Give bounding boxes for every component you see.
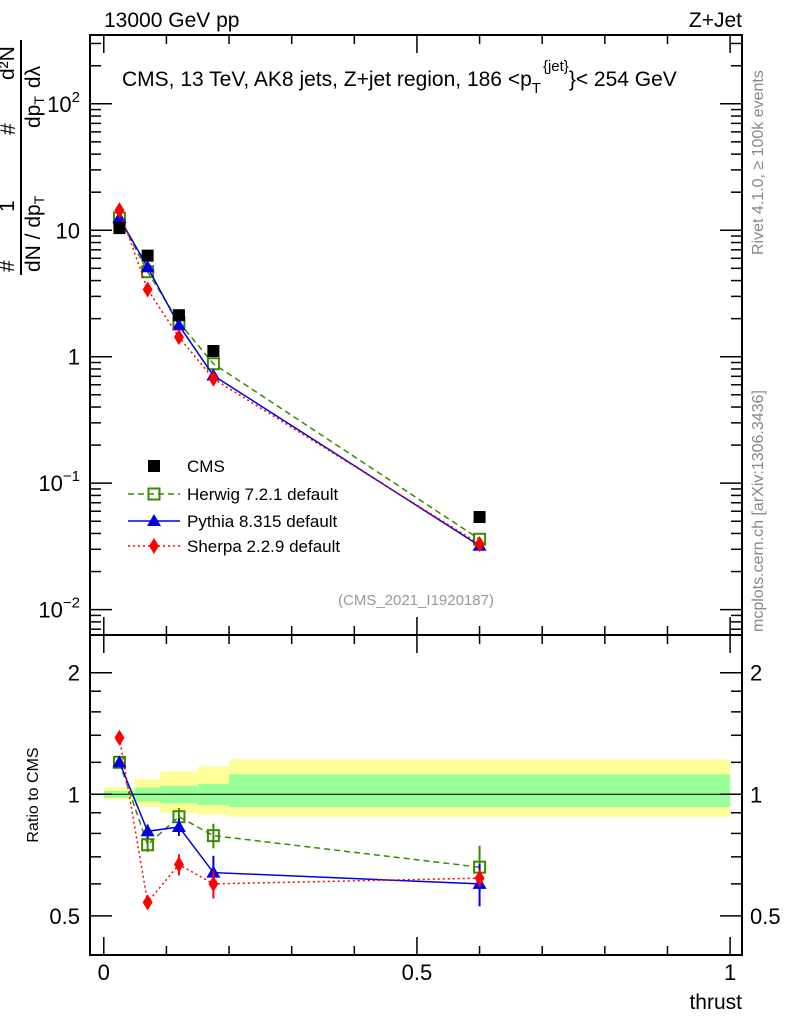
- y-tick-label: 102: [47, 89, 80, 117]
- legend-label-cms: CMS: [187, 457, 225, 476]
- analysis-id: (CMS_2021_I1920187): [338, 592, 494, 609]
- x-tick-label: 0: [98, 960, 110, 985]
- legend-herwig-marker: [147, 487, 161, 501]
- pythia-ratio-marker: [171, 819, 186, 832]
- side-text-top: Rivet 4.1.0, ≥ 100k events: [750, 70, 767, 255]
- legend: CMS Herwig 7.2.1 default Pythia 8.315 defa…: [128, 457, 340, 556]
- sherpa-marker: [114, 202, 125, 219]
- y-label-inner-denominator: dpTdλ: [22, 65, 47, 128]
- cms-marker: [473, 511, 486, 524]
- herwig-ratio-marker: [141, 838, 155, 852]
- y-axis-label: # 1 dN / dpT # d²N dpTdλ: [0, 40, 47, 275]
- y-label-denominator: dN / dpT: [22, 195, 47, 272]
- sherpa-marker: [474, 536, 485, 553]
- sherpa-ratio-marker: [173, 856, 184, 873]
- legend-label-herwig: Herwig 7.2.1 default: [187, 485, 338, 504]
- sherpa-ratio-marker: [474, 870, 485, 887]
- legend-label-pythia: Pythia 8.315 default: [187, 512, 338, 531]
- ratio-y-label: Ratio to CMS: [25, 747, 42, 842]
- data-marks: [112, 202, 487, 911]
- y-label-numerator: d²N: [0, 46, 19, 80]
- axes: 0 0.5 1 102 10 1 10−1 10−2 2 2 1 1 0.5 0.5: [38, 34, 781, 985]
- sherpa-ratio-marker: [208, 875, 219, 892]
- sherpa-ratio-marker: [142, 894, 153, 911]
- y-label-hash-2: #: [0, 123, 20, 135]
- cms-marker: [207, 344, 220, 357]
- pythia-ratio-marker: [140, 824, 155, 837]
- herwig-ratio-marker: [206, 829, 220, 843]
- chart-title: CMS, 13 TeV, AK8 jets, Z+jet region, 186…: [122, 58, 677, 97]
- sherpa-marker: [173, 329, 184, 346]
- y-tick-label: 10−1: [38, 468, 80, 496]
- pythia-marker: [171, 318, 186, 331]
- y-label-one: 1: [0, 200, 19, 212]
- side-text-bottom: mcplots.cern.ch [arXiv:1306.3436]: [750, 390, 767, 632]
- legend-pythia-marker: [147, 514, 161, 526]
- ratio-tick-label: 0.5: [750, 904, 781, 929]
- x-tick-label: 0.5: [402, 960, 433, 985]
- ratio-tick-label: 2: [750, 661, 762, 686]
- ratio-tick-label: 2: [68, 661, 80, 686]
- band-inner: [229, 774, 731, 808]
- cms-marker: [141, 249, 154, 262]
- pythia-ratio-marker: [112, 755, 127, 768]
- x-axis-label: thrust: [689, 991, 742, 1014]
- sherpa-ratio-marker: [114, 729, 125, 746]
- legend-label-sherpa: Sherpa 2.2.9 default: [187, 537, 340, 556]
- ratio-tick-label: 1: [750, 782, 762, 807]
- uncertainty-bands: [103, 759, 731, 817]
- y-tick-label: 10: [56, 218, 80, 243]
- header-left: 13000 GeV pp: [104, 9, 239, 32]
- x-tick-label: 1: [724, 960, 736, 985]
- header-right: Z+Jet: [689, 9, 742, 32]
- y-label-hash-1: #: [0, 260, 19, 272]
- y-tick-label: 10−2: [38, 595, 80, 623]
- cms-marker: [172, 309, 185, 322]
- ratio-tick-label: 1: [68, 782, 80, 807]
- sherpa-marker: [142, 281, 153, 298]
- pythia-marker: [140, 260, 155, 273]
- sherpa-marker: [208, 370, 219, 387]
- legend-sherpa-marker: [149, 538, 159, 554]
- ratio-tick-label: 0.5: [49, 904, 80, 929]
- cms-marker: [148, 460, 160, 472]
- cms-marker: [113, 222, 126, 235]
- y-tick-label: 1: [68, 345, 80, 370]
